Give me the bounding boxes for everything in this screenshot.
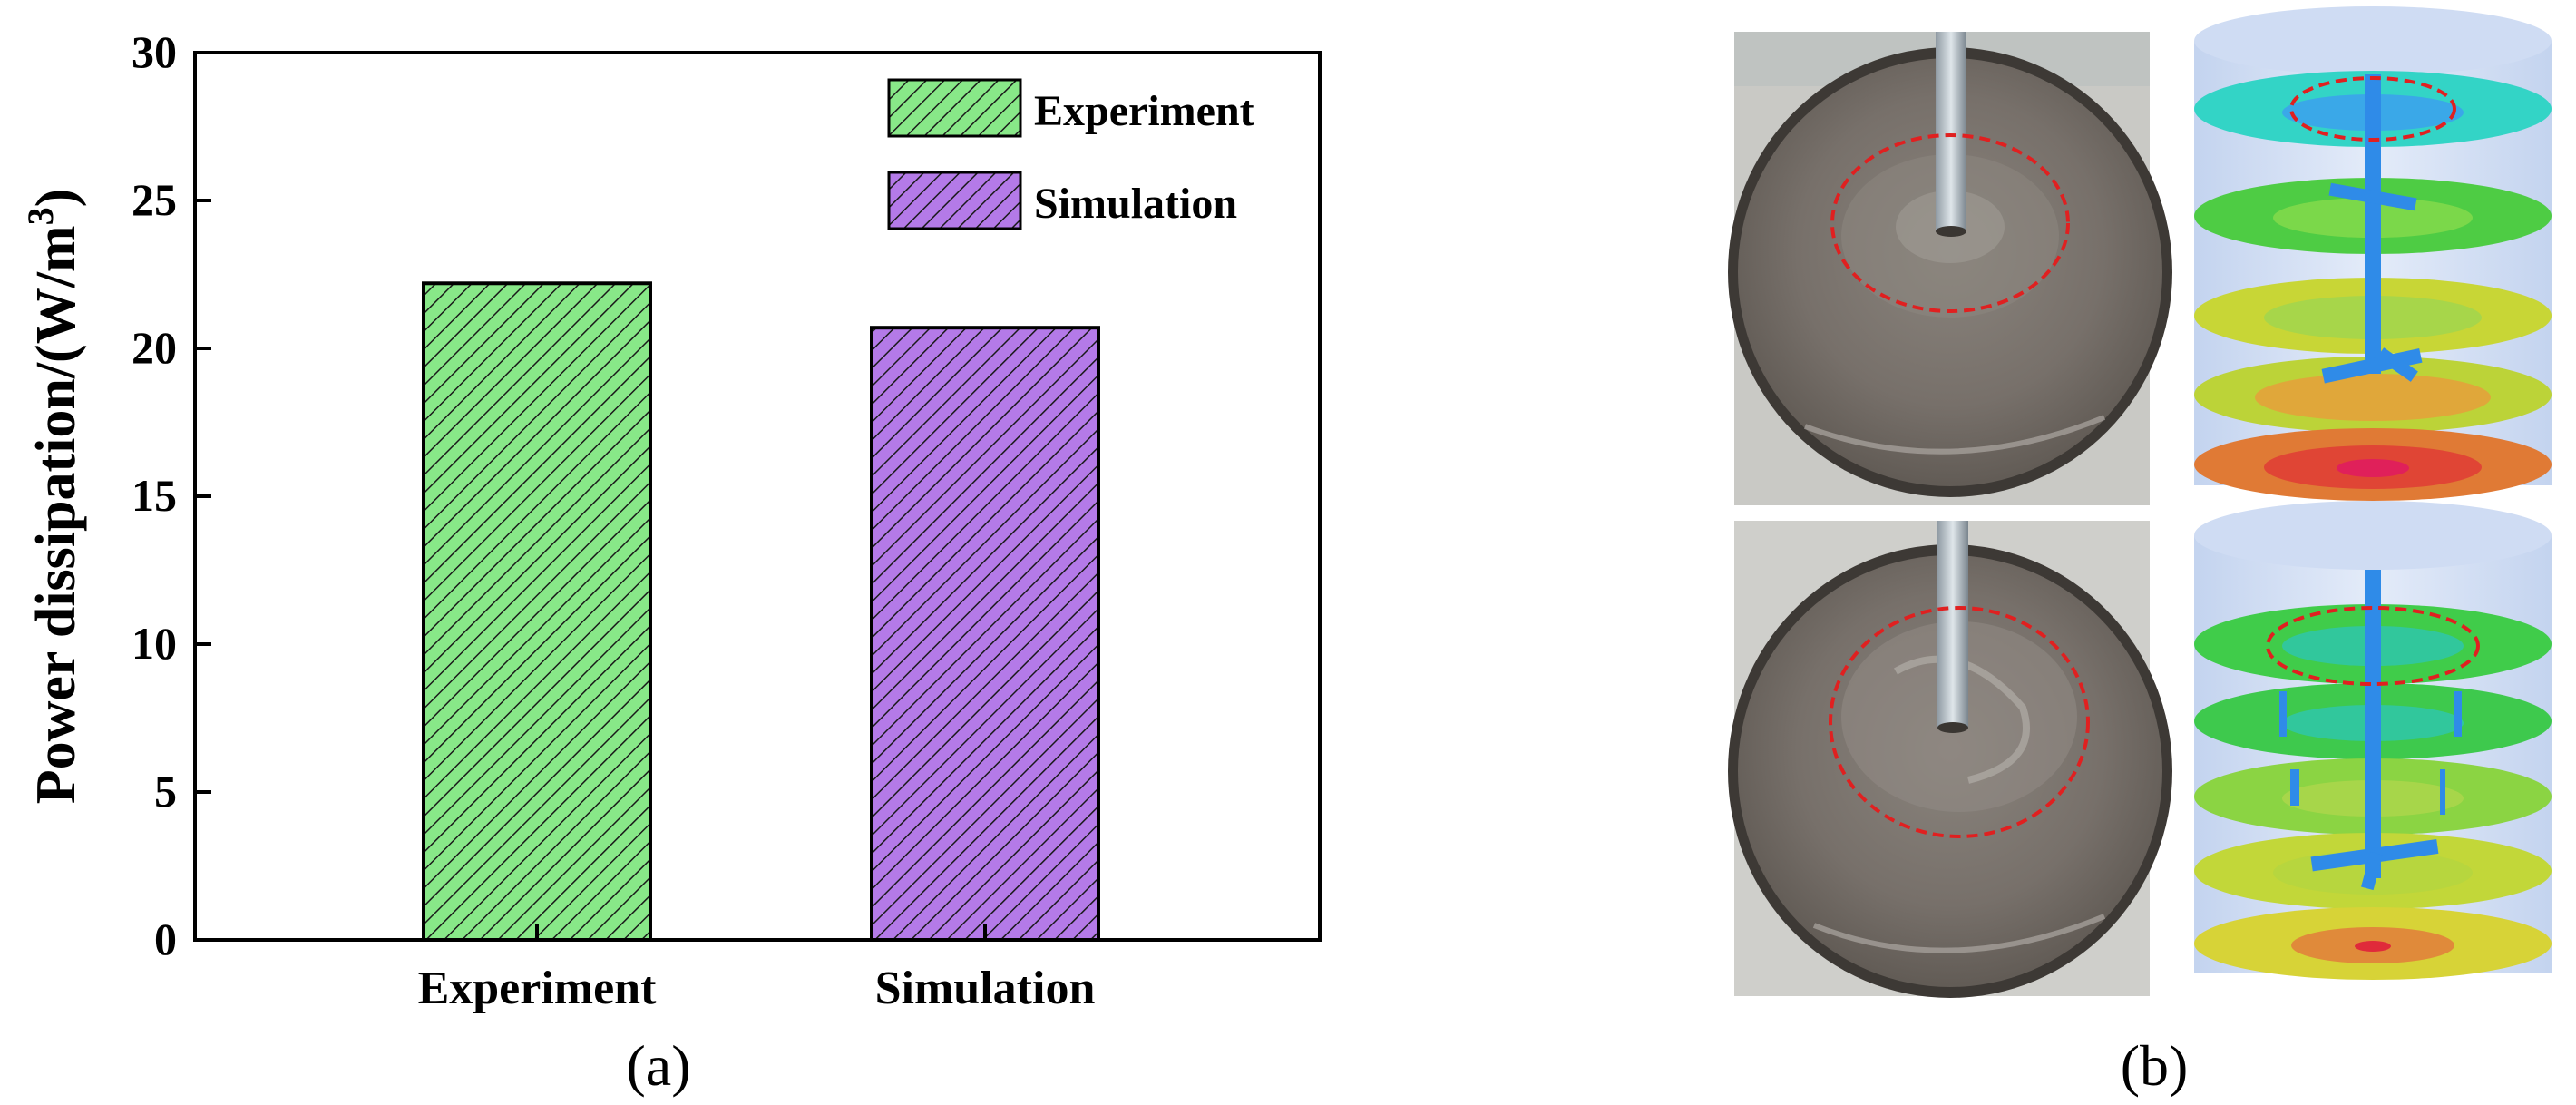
legend-hatch-simulation bbox=[887, 171, 1022, 230]
simulation-top bbox=[2194, 6, 2552, 501]
simulation-bottom bbox=[2194, 501, 2552, 980]
y-axis-label-main: Power dissipation/(W/m bbox=[25, 225, 87, 804]
y-axis-ticks: 0 5 10 15 20 25 30 bbox=[132, 26, 211, 964]
bars bbox=[422, 281, 1100, 942]
y-tick-label: 10 bbox=[132, 618, 177, 669]
vortex-annotation-top bbox=[1830, 133, 2070, 313]
y-tick-label: 15 bbox=[132, 470, 177, 521]
y-tick-label: 20 bbox=[132, 322, 177, 373]
bar-hatch-experiment bbox=[422, 281, 652, 942]
y-tick-label: 0 bbox=[154, 914, 177, 964]
legend-label-experiment: Experiment bbox=[1034, 87, 1254, 135]
legend: Experiment Simulation bbox=[887, 78, 1254, 230]
y-axis-label-end: ) bbox=[25, 189, 87, 208]
y-axis-label: Power dissipation/(W/m3) bbox=[20, 189, 87, 805]
bar-chart: 0 5 10 15 20 25 30 Experiment Simulation Power … bbox=[20, 26, 1322, 1098]
vortex-annotation-sim-top bbox=[2289, 76, 2456, 142]
x-tick-label-simulation: Simulation bbox=[875, 963, 1096, 1014]
bar-hatch-simulation bbox=[870, 326, 1100, 942]
panel-b-label: (b) bbox=[2121, 1033, 2189, 1098]
y-tick-label: 30 bbox=[132, 26, 177, 77]
vortex-annotation-bottom bbox=[1829, 606, 2090, 838]
y-tick-label: 25 bbox=[132, 174, 177, 225]
photo-bottom bbox=[1728, 521, 2172, 998]
photo-top bbox=[1728, 32, 2172, 505]
vortex-annotation-sim-bottom bbox=[2266, 606, 2480, 686]
legend-hatch-experiment bbox=[887, 78, 1022, 138]
legend-label-simulation: Simulation bbox=[1034, 180, 1237, 228]
y-tick-label: 5 bbox=[154, 766, 177, 817]
y-axis-label-sup: 3 bbox=[20, 207, 61, 225]
x-axis-labels: Experiment Simulation bbox=[418, 924, 1096, 1014]
panel-a-label: (a) bbox=[626, 1033, 690, 1098]
panel-b: (b) bbox=[1728, 6, 2552, 1098]
x-tick-label-experiment: Experiment bbox=[418, 963, 658, 1014]
